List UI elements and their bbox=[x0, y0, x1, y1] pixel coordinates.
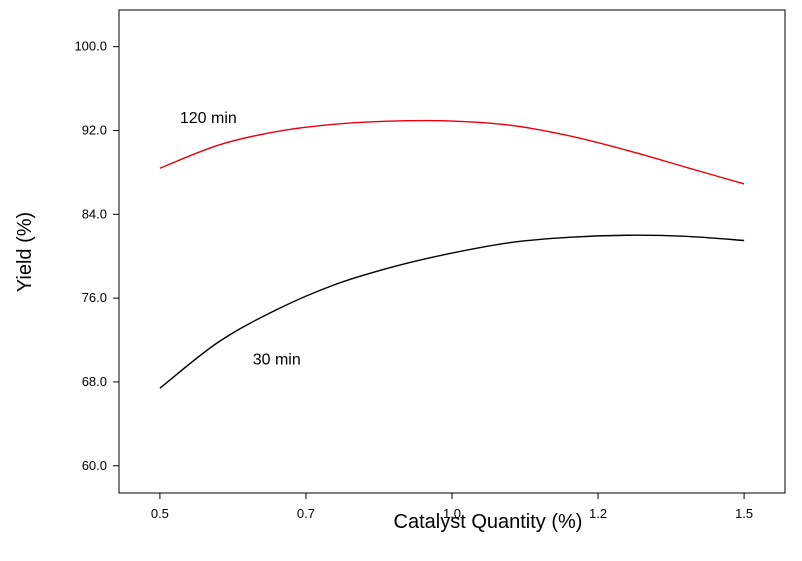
y-tick-label: 68.0 bbox=[82, 374, 107, 389]
y-tick-label: 92.0 bbox=[82, 122, 107, 137]
plot-area bbox=[118, 9, 786, 494]
y-tick-label: 60.0 bbox=[82, 458, 107, 473]
y-axis: 60.0 68.0 76.0 84.0 92.0 100.0 bbox=[74, 39, 119, 473]
y-tick-label: 76.0 bbox=[82, 290, 107, 305]
y-tick-label: 100.0 bbox=[74, 39, 107, 54]
x-axis: 0.5 0.7 1.0 1.2 1.5 bbox=[151, 493, 753, 521]
x-tick-label: 1.5 bbox=[735, 506, 753, 521]
x-tick-label: 1.0 bbox=[443, 506, 461, 521]
series-layer bbox=[159, 119, 745, 389]
x-tick-label: 0.7 bbox=[297, 506, 315, 521]
x-tick-label: 0.5 bbox=[151, 506, 169, 521]
y-axis-title: Yield (%) bbox=[14, 212, 36, 292]
series-label-30-min: 30 min bbox=[253, 352, 301, 369]
series-label-120-min: 120 min bbox=[180, 110, 237, 127]
series-line-30-min bbox=[159, 234, 745, 389]
y-tick-label: 84.0 bbox=[82, 206, 107, 221]
x-tick-label: 1.2 bbox=[589, 506, 607, 521]
series-line-120-min bbox=[159, 119, 745, 185]
x-axis-title: Catalyst Quantity (%) bbox=[394, 511, 583, 533]
series-labels: 120 min 30 min bbox=[180, 110, 301, 368]
